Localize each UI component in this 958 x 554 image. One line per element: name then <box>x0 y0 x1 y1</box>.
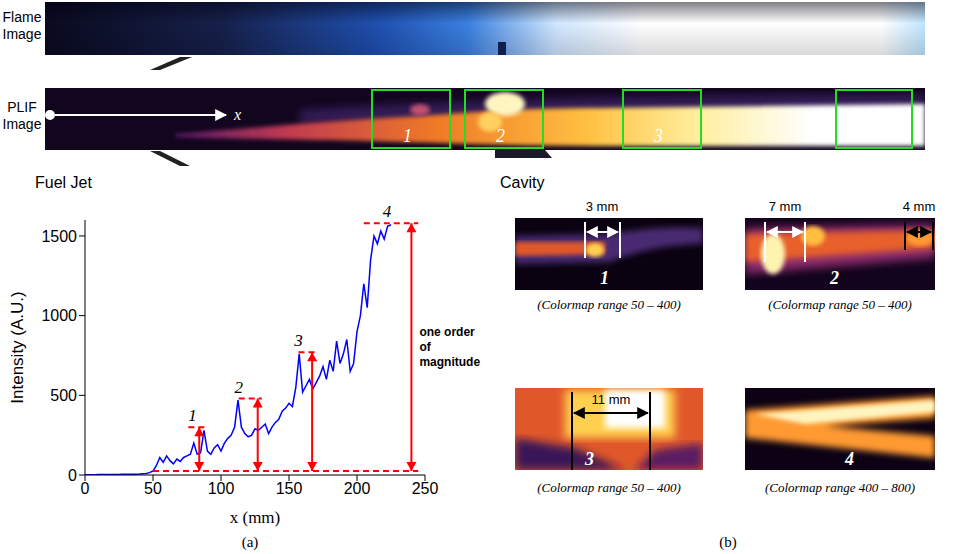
svg-text:4: 4 <box>866 126 875 146</box>
svg-text:Cavity: Cavity <box>500 174 544 191</box>
svg-text:3 mm: 3 mm <box>586 199 619 214</box>
svg-text:x: x <box>233 106 241 123</box>
svg-text:Intensity (A.U.): Intensity (A.U.) <box>8 291 27 403</box>
svg-text:2: 2 <box>829 268 839 288</box>
svg-text:(Colormap range 50 – 400): (Colormap range 50 – 400) <box>768 297 912 312</box>
svg-text:1: 1 <box>600 268 609 288</box>
svg-text:x (mm): x (mm) <box>230 508 281 527</box>
svg-text:200: 200 <box>344 480 371 497</box>
svg-text:500: 500 <box>50 387 77 404</box>
svg-text:100: 100 <box>208 480 235 497</box>
svg-text:1000: 1000 <box>41 307 77 324</box>
svg-text:Fuel Jet: Fuel Jet <box>35 174 92 191</box>
svg-text:250: 250 <box>412 480 439 497</box>
svg-text:2: 2 <box>234 378 243 397</box>
svg-text:3: 3 <box>293 331 303 350</box>
svg-text:3: 3 <box>653 126 663 146</box>
svg-text:2: 2 <box>496 126 505 146</box>
svg-text:1: 1 <box>188 406 197 425</box>
svg-text:0: 0 <box>81 480 90 497</box>
svg-text:FlameImage: FlameImage <box>3 9 42 42</box>
svg-text:(Colormap range 50 – 400): (Colormap range 50 – 400) <box>537 297 681 312</box>
svg-text:(b): (b) <box>719 534 737 551</box>
svg-text:7 mm: 7 mm <box>769 199 802 214</box>
svg-text:(Colormap range 400 – 800): (Colormap range 400 – 800) <box>765 480 915 495</box>
svg-text:(a): (a) <box>242 534 259 551</box>
svg-text:11 mm: 11 mm <box>592 392 631 407</box>
svg-text:0: 0 <box>68 467 77 484</box>
svg-text:4: 4 <box>844 449 854 469</box>
svg-text:PLIFImage: PLIFImage <box>3 99 42 132</box>
svg-text:4: 4 <box>383 202 392 221</box>
svg-text:1500: 1500 <box>41 228 77 245</box>
svg-text:3: 3 <box>584 449 594 469</box>
svg-text:50: 50 <box>144 480 162 497</box>
svg-text:one orderofmagnitude: one orderofmagnitude <box>419 325 480 369</box>
svg-text:(Colormap range 50 – 400): (Colormap range 50 – 400) <box>537 480 681 495</box>
svg-text:4 mm: 4 mm <box>903 199 936 214</box>
svg-text:1: 1 <box>403 126 412 146</box>
svg-text:150: 150 <box>276 480 303 497</box>
